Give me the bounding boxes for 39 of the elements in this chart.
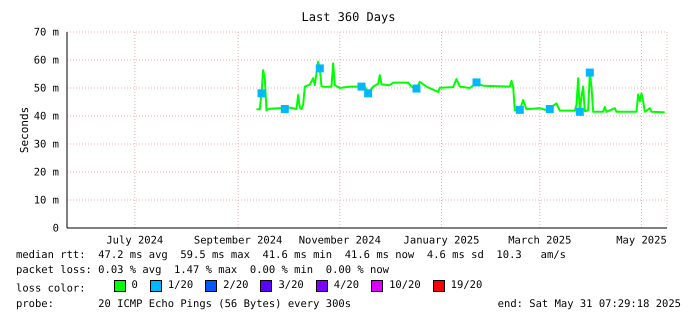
- legend-title: loss color:: [16, 282, 86, 294]
- legend-label: 4/20: [334, 278, 360, 293]
- y-tick-label: 40 m: [34, 110, 59, 123]
- x-tick-label: January 2025: [404, 234, 480, 246]
- y-axis-title: Seconds: [18, 106, 31, 154]
- legend-label: 3/20: [278, 278, 304, 293]
- y-tick-label: 10 m: [34, 194, 59, 207]
- x-tick-label: May 2025: [616, 234, 667, 246]
- legend-label: 1/20: [168, 278, 194, 293]
- legend-label: 19/20: [450, 278, 482, 293]
- point: [316, 64, 324, 72]
- point: [357, 82, 366, 91]
- point: [257, 89, 266, 98]
- x-tick-label: March 2025: [508, 234, 572, 246]
- text: probe: 20 ICMP Echo Pings (56 Bytes) every 300s: [16, 296, 352, 312]
- point: [364, 89, 372, 98]
- x-tick-label: November 2024: [298, 234, 381, 246]
- point: [546, 105, 554, 113]
- point: [576, 108, 584, 116]
- text: median rtt: 47.2 ms avg 59.5 ms max 41.6 ms min 41.6 ms now 4.6 ms sd 10.3 am/s: [16, 248, 567, 263]
- text: packet loss: 0.03 % avg 1.47 % max 0.00 % min 0.00 % now: [16, 263, 390, 278]
- legend-label: 2/20: [223, 278, 248, 293]
- point: [472, 78, 480, 86]
- point: [412, 84, 420, 93]
- point: [586, 68, 594, 77]
- text: end: Sat May 31 07:29:18 2025: [498, 296, 681, 312]
- legend-label: 0: [132, 278, 138, 293]
- legend-label: 10/20: [389, 278, 421, 293]
- point: [516, 106, 524, 114]
- point: [280, 105, 289, 113]
- y-tick-label: 70 m: [34, 26, 59, 39]
- chart-title: Last 360 Days: [300, 9, 396, 26]
- y-tick-label: 0: [52, 222, 59, 235]
- y-tick-label: 20 m: [34, 166, 59, 179]
- y-tick-label: 30 m: [34, 138, 59, 151]
- y-tick-label: 50 m: [34, 82, 59, 95]
- x-tick-label: July 2024: [106, 234, 164, 246]
- y-tick-label: 60 m: [34, 54, 59, 67]
- x-tick-label: September 2024: [194, 234, 282, 246]
